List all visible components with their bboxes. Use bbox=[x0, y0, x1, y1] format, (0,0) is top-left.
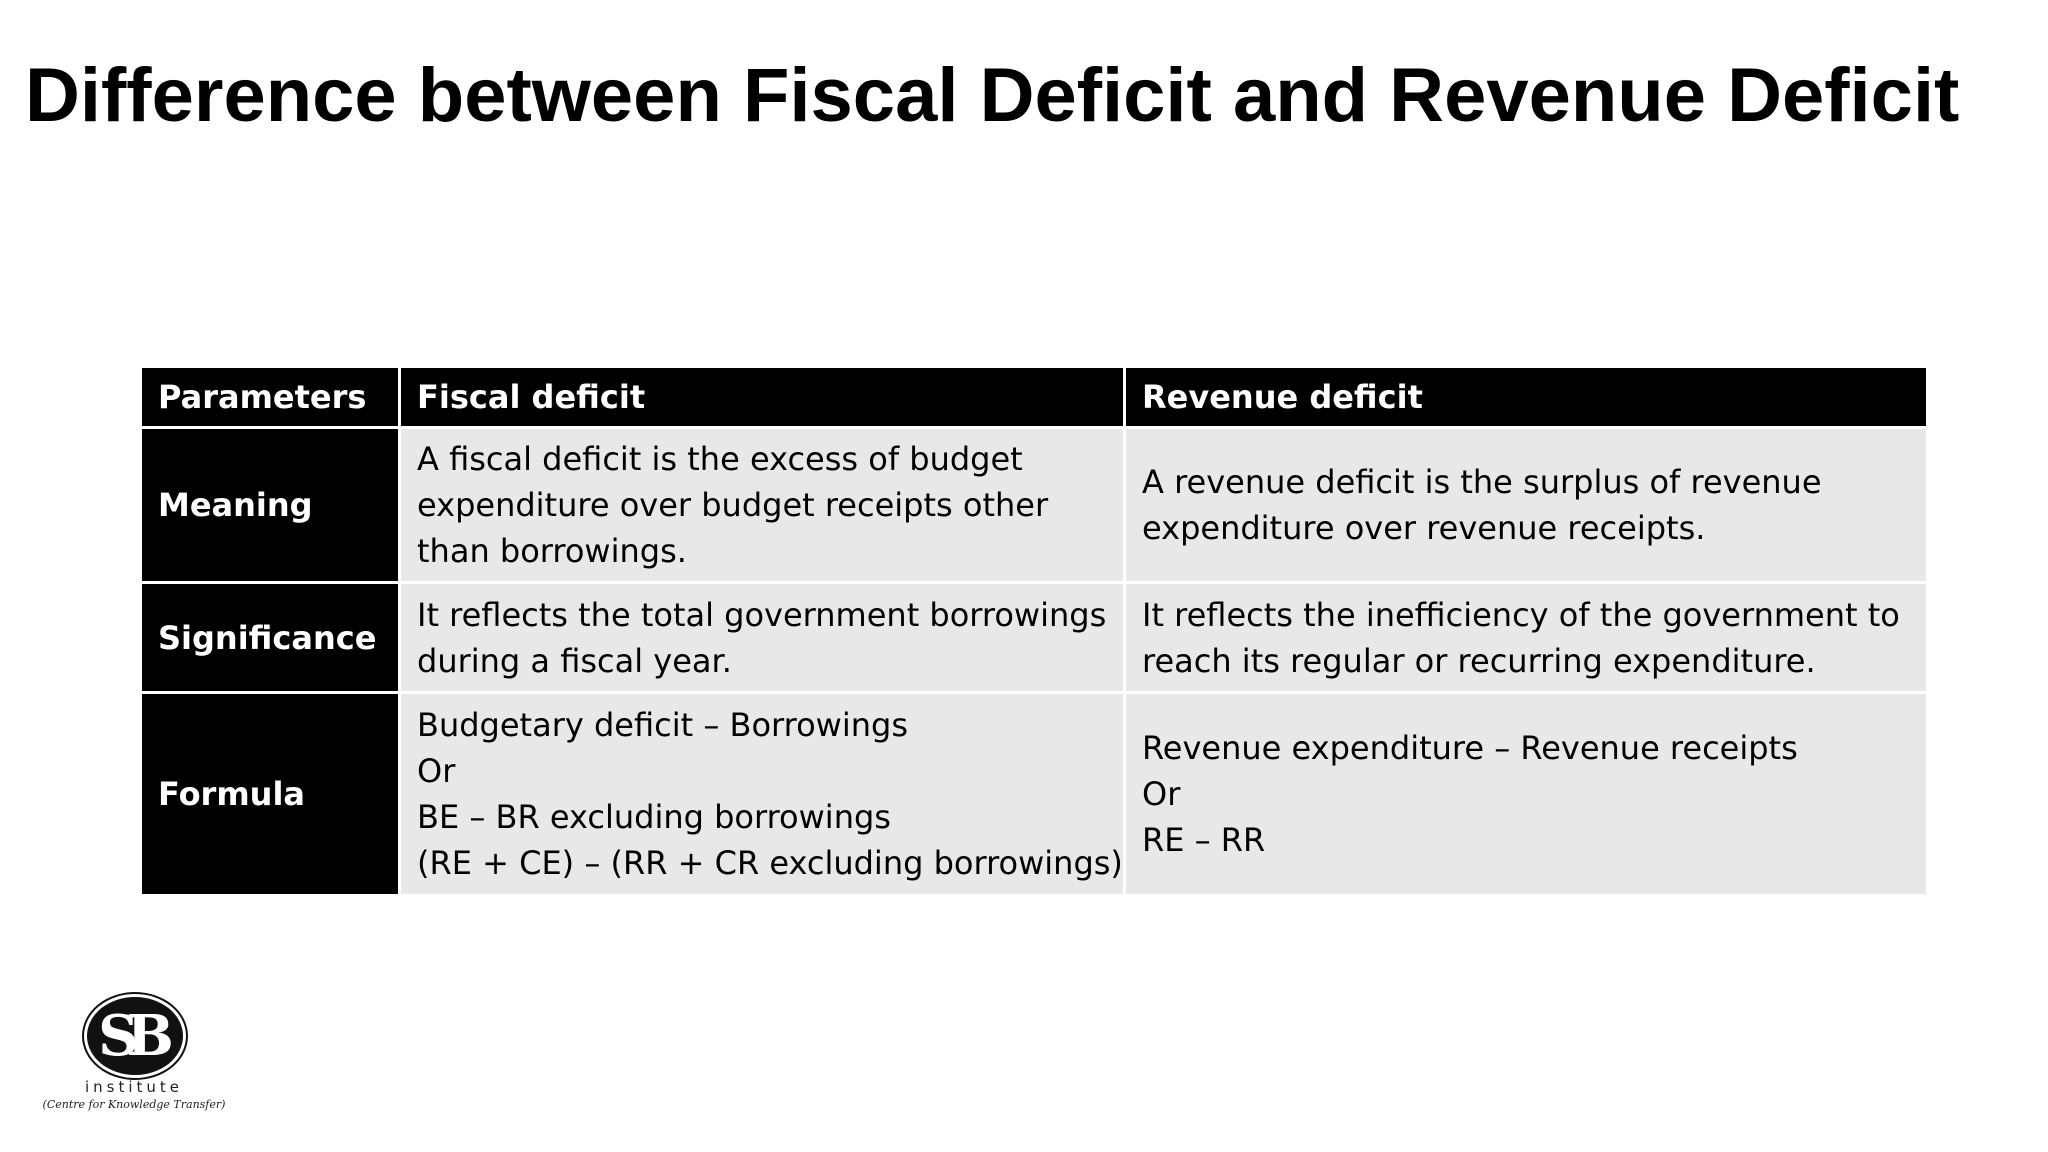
formula-fiscal-cell: Budgetary deficit – Borrowings Or BE – B… bbox=[401, 694, 1123, 894]
formula-fiscal-line: Budgetary deficit – Borrowings bbox=[417, 706, 908, 744]
meaning-revenue-line: A revenue deficit is the surplus of reve… bbox=[1142, 463, 1822, 501]
row-label-significance: Significance bbox=[142, 584, 398, 691]
logo-tagline: (Centre for Knowledge Transfer) bbox=[42, 1098, 226, 1111]
meaning-fiscal-line: expenditure over budget receipts other bbox=[417, 486, 1049, 524]
formula-fiscal-line: (RE + CE) – (RR + CR excluding borrowing… bbox=[417, 844, 1123, 882]
significance-revenue-cell: It reflects the inefficiency of the gove… bbox=[1126, 584, 1926, 691]
header-fiscal-deficit: Fiscal deficit bbox=[401, 368, 1123, 426]
significance-revenue-line: It reflects the inefficiency of the gove… bbox=[1142, 595, 1900, 634]
meaning-revenue-line: expenditure over revenue receipts. bbox=[1142, 509, 1706, 547]
significance-fiscal-line: during a fiscal year. bbox=[417, 641, 732, 680]
row-label-meaning: Meaning bbox=[142, 429, 398, 581]
logo-emblem: SB bbox=[84, 994, 186, 1078]
formula-fiscal-line: Or bbox=[417, 752, 456, 790]
header-revenue-deficit: Revenue deficit bbox=[1126, 368, 1926, 426]
significance-fiscal-cell: It reflects the total government borrowi… bbox=[401, 584, 1123, 691]
formula-revenue-line: Or bbox=[1142, 775, 1181, 813]
formula-revenue-line: RE – RR bbox=[1142, 821, 1266, 859]
formula-revenue-cell: Revenue expenditure – Revenue receipts O… bbox=[1126, 694, 1926, 894]
logo-mark: SB bbox=[98, 1003, 174, 1069]
logo-wordmark: institute bbox=[84, 1078, 184, 1096]
meaning-fiscal-line: than borrowings. bbox=[417, 532, 687, 570]
meaning-fiscal-cell: A fiscal deficit is the excess of budget… bbox=[401, 429, 1123, 581]
meaning-fiscal-line: A fiscal deficit is the excess of budget bbox=[417, 440, 1023, 478]
meaning-revenue-cell: A revenue deficit is the surplus of reve… bbox=[1126, 429, 1926, 581]
formula-revenue-line: Revenue expenditure – Revenue receipts bbox=[1142, 729, 1798, 767]
comparison-table: Parameters Fiscal deficit Revenue defici… bbox=[142, 368, 1926, 894]
slide-title: Difference between Fiscal Deficit and Re… bbox=[25, 53, 1960, 138]
header-parameters: Parameters bbox=[142, 368, 398, 426]
significance-revenue-line: reach its regular or recurring expenditu… bbox=[1142, 641, 1816, 680]
significance-fiscal-line: It reflects the total government borrowi… bbox=[417, 595, 1107, 634]
sb-institute-logo: SB institute (Centre for Knowledge Trans… bbox=[34, 990, 234, 1115]
row-label-formula: Formula bbox=[142, 694, 398, 894]
formula-fiscal-line: BE – BR excluding borrowings bbox=[417, 798, 891, 836]
